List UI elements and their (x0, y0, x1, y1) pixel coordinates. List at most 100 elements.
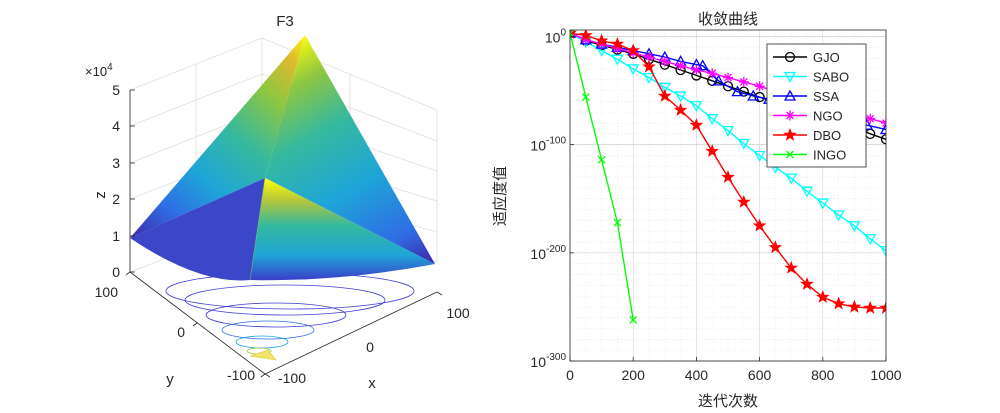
data-point-sabo (879, 246, 886, 258)
data-point-dbo (800, 277, 814, 291)
data-point-ssa (696, 59, 709, 71)
x-tick-label: 0 (566, 367, 574, 383)
data-point-sabo (658, 82, 671, 94)
data-point-sabo (800, 186, 814, 198)
data-point-ssa (731, 85, 744, 97)
chart-title: 收敛曲线 (698, 10, 758, 28)
data-point-sabo (706, 114, 719, 126)
data-point-dbo (831, 296, 846, 310)
data-point-ssa (879, 123, 886, 135)
x-tick-label: 1000 (870, 367, 901, 383)
data-point-gjo (880, 134, 886, 145)
chart-x-axis-label: 迭代次数 (698, 392, 758, 410)
data-point-ingo (613, 218, 622, 227)
legend-item: GJO (773, 50, 840, 65)
legend-item: DBO (773, 127, 841, 143)
data-point-ingo (629, 315, 638, 324)
legend-item: INGO (773, 148, 846, 163)
surface-title: F3 (276, 13, 294, 30)
data-point-dbo (752, 218, 767, 232)
legend-label: NGO (813, 109, 843, 124)
plot-ticks: 0 200 400 600 800 1000 100 10-100 10-200 10-300 (530, 27, 901, 383)
data-point-ngo (738, 76, 749, 87)
x-tick-label: 400 (685, 367, 709, 383)
legend-marker (783, 71, 797, 83)
data-point-dbo (784, 260, 799, 274)
data-point-sabo (721, 125, 735, 137)
data-point-dbo (579, 30, 593, 42)
data-point-sabo (816, 198, 829, 210)
legend-marker (784, 51, 796, 63)
y-tick-label: -100 (227, 367, 255, 383)
legend-marker (783, 127, 797, 141)
x-tick-label: 800 (811, 367, 835, 383)
surface-face-right (265, 35, 435, 264)
data-point-dbo (721, 169, 735, 183)
legend-marker (783, 89, 797, 101)
z-axis-label: z (92, 191, 109, 199)
y-tick-label: 10-100 (530, 136, 566, 154)
legend-item: SSA (773, 89, 839, 104)
z-tick-label: 0 (112, 264, 120, 280)
y-tick-label: 10-200 (530, 244, 566, 262)
x-tick-label: 0 (366, 339, 374, 355)
data-point-ngo (675, 60, 686, 71)
data-point-sabo (627, 64, 640, 76)
legend-item: NGO (773, 109, 843, 124)
data-point-dbo (863, 300, 877, 314)
legend-item: SABO (773, 70, 849, 85)
legend-marker (785, 110, 795, 121)
legend-label: SSA (813, 89, 839, 104)
data-point-ssa (712, 74, 725, 86)
legend-label: INGO (813, 148, 846, 163)
data-point-dbo (658, 88, 672, 102)
x-axis-label: x (368, 375, 376, 392)
data-point-sabo (753, 150, 766, 162)
data-point-ngo (723, 72, 733, 83)
legend-box (766, 43, 867, 168)
z-tick-label: 4 (112, 118, 120, 134)
data-point-ingo (570, 30, 574, 38)
data-point-ngo (691, 65, 702, 76)
data-point-dbo (610, 36, 625, 50)
data-point-sabo (674, 91, 687, 103)
data-point-dbo (768, 240, 783, 254)
data-point-sabo (690, 101, 703, 113)
data-point-dbo (816, 290, 830, 303)
legend-label: DBO (813, 128, 841, 143)
legend: GJO SABO SSA NGO DBO INGO (766, 43, 867, 168)
y-tick-label: 10-300 (530, 352, 566, 370)
series-ingo (570, 30, 638, 324)
data-point-ngo (754, 81, 765, 92)
data-point-dbo (626, 43, 640, 57)
series-dbo (570, 30, 886, 314)
floor-peak-patch (249, 349, 277, 361)
x-tick-label: 200 (622, 367, 646, 383)
data-point-ngo (596, 39, 607, 50)
surface-face-left (130, 35, 305, 238)
data-point-dbo (737, 194, 751, 208)
y-axis-label: y (166, 371, 174, 388)
z-tick-label: 2 (112, 191, 120, 207)
data-point-dbo (642, 59, 656, 73)
surface-face-front-left (130, 178, 265, 281)
data-point-sabo (864, 234, 877, 246)
y-tick-label: 100 (545, 27, 567, 45)
data-point-sabo (611, 54, 624, 66)
data-point-dbo (689, 118, 704, 131)
x-tick-label: 600 (748, 367, 772, 383)
legend-label: GJO (813, 50, 840, 65)
series-sabo (570, 30, 886, 258)
data-point-dbo (673, 102, 688, 116)
data-point-sabo (832, 210, 845, 222)
data-point-dbo (879, 300, 886, 314)
data-point-sabo (642, 72, 656, 84)
data-point-ngo (707, 68, 718, 79)
data-point-dbo (594, 33, 609, 47)
data-point-ssa (747, 89, 760, 101)
plot-frame (569, 29, 887, 362)
data-point-ngo (644, 52, 654, 63)
z-tick-label: 5 (112, 82, 120, 98)
x-tick-label: -100 (278, 370, 306, 386)
